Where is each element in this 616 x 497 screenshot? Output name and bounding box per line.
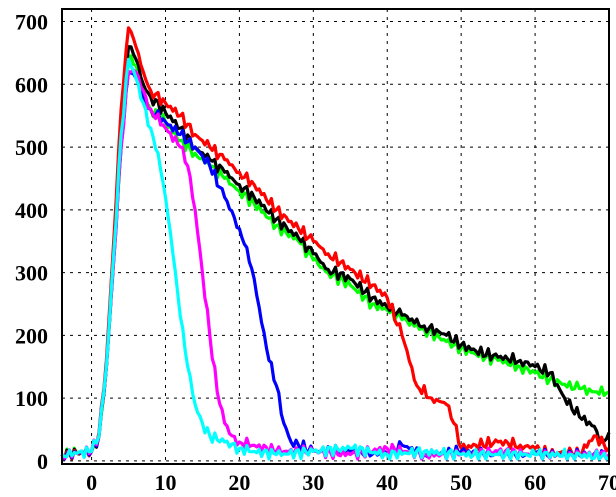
y-tick-label: 200 (15, 323, 48, 348)
x-tick-label: 70 (598, 470, 616, 495)
y-tick-label: 300 (15, 261, 48, 286)
series-line (61, 57, 610, 461)
series-line (60, 26, 611, 461)
y-axis-ticks: 0 100 200 300 400 500 600 700 (15, 10, 48, 474)
x-tick-label: 20 (228, 470, 250, 495)
series-line (60, 45, 611, 461)
x-tick-label: 30 (302, 470, 324, 495)
x-axis-ticks: 0 10 20 30 40 50 60 70 (86, 470, 616, 495)
x-tick-label: 0 (86, 470, 97, 495)
y-tick-label: 0 (37, 449, 48, 474)
x-tick-label: 40 (376, 470, 398, 495)
y-tick-label: 700 (15, 10, 48, 35)
series-layer (60, 26, 611, 461)
series-line (60, 70, 611, 461)
y-tick-label: 500 (15, 135, 48, 160)
y-tick-label: 400 (15, 198, 48, 223)
x-tick-label: 50 (450, 470, 472, 495)
y-tick-label: 100 (15, 386, 48, 411)
series-line (60, 68, 611, 461)
x-tick-label: 60 (524, 470, 546, 495)
plot-frame (61, 8, 610, 465)
y-tick-label: 600 (15, 72, 48, 97)
x-tick-label: 10 (154, 470, 176, 495)
